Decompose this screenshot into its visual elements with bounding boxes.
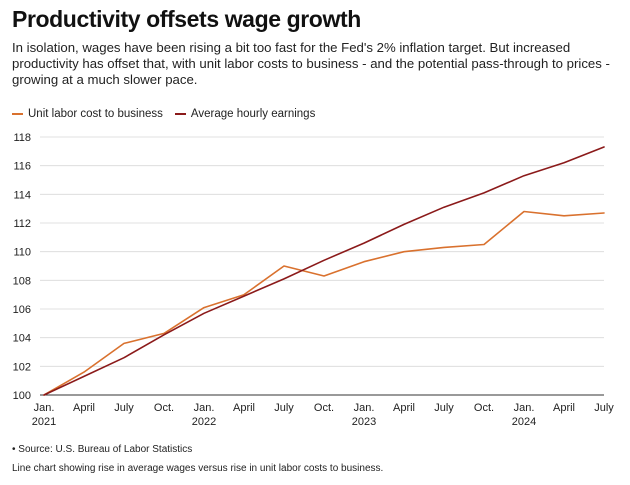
x-tick-label: Jan. (514, 402, 535, 414)
y-tick-label: 100 (13, 390, 31, 402)
y-tick-label: 118 (13, 132, 31, 144)
legend-label-unit-labor-cost: Unit labor cost to business (28, 108, 163, 120)
y-tick-label: 102 (13, 361, 31, 373)
source-note: • Source: U.S. Bureau of Labor Statistic… (12, 444, 193, 455)
legend-label-average-hourly-earnings: Average hourly earnings (190, 108, 316, 120)
y-tick-label: 108 (13, 275, 31, 287)
y-tick-label: 110 (13, 247, 31, 259)
x-tick-label: July (274, 402, 294, 414)
x-tick-label: Oct. (314, 402, 334, 414)
x-year-label: 2024 (512, 416, 536, 428)
x-tick-label: July (114, 402, 134, 414)
legend-item-unit-labor-cost: Unit labor cost to business (12, 108, 163, 120)
line-unit-labor-cost (43, 210, 605, 396)
legend-item-average-hourly-earnings: Average hourly earnings (174, 108, 316, 120)
x-tick-label: April (553, 402, 575, 414)
x-tick-label: Jan. (194, 402, 215, 414)
x-tick-label: July (594, 402, 614, 414)
y-tick-label: 116 (13, 161, 31, 173)
x-tick-label: July (434, 402, 454, 414)
x-tick-label: April (233, 402, 255, 414)
y-tick-label: 104 (13, 333, 31, 345)
x-year-label: 2023 (352, 416, 376, 428)
x-tick-label: Oct. (474, 402, 494, 414)
x-year-label: 2022 (192, 416, 216, 428)
chart-caption: Line chart showing rise in average wages… (12, 463, 384, 474)
x-tick-label: Jan. (34, 402, 55, 414)
x-tick-label: Oct. (154, 402, 174, 414)
legend-swatch-average-hourly-earnings (174, 113, 186, 115)
y-tick-label: 114 (13, 189, 31, 201)
x-tick-label: April (73, 402, 95, 414)
x-tick-label: Jan. (354, 402, 375, 414)
y-tick-label: 112 (13, 218, 31, 230)
line-average-hourly-earnings (43, 146, 605, 396)
legend-swatch-unit-labor-cost (12, 113, 23, 115)
chart-legend: Unit labor cost to business Average hour… (12, 108, 327, 120)
chart-title: Productivity offsets wage growth (12, 6, 361, 32)
y-tick-label: 106 (13, 304, 31, 316)
x-tick-label: April (393, 402, 415, 414)
chart-subtitle: In isolation, wages have been rising a b… (12, 40, 610, 87)
x-year-label: 2021 (32, 416, 56, 428)
